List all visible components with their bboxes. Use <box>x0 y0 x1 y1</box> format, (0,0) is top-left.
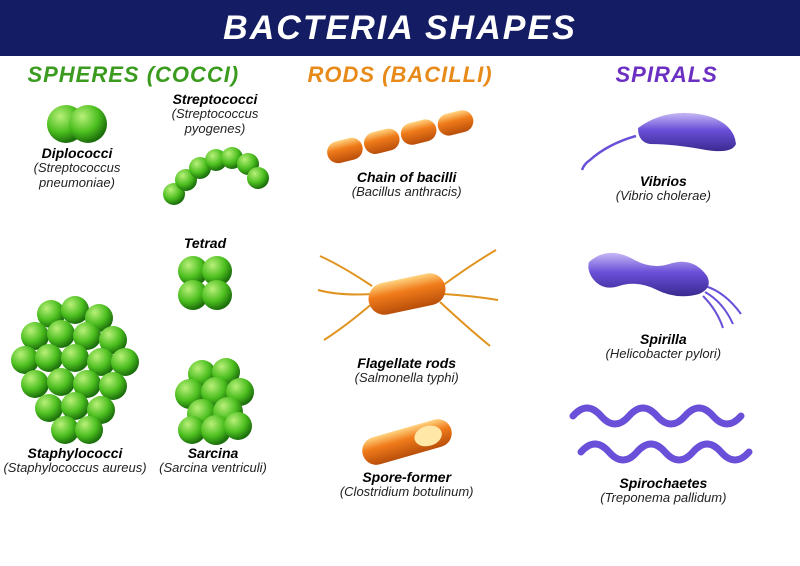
column-title-bacilli: RODS (BACILLI) <box>271 62 530 88</box>
flagellate-species: (Salmonella typhi) <box>355 371 459 385</box>
column-title-spirals: SPIRALS <box>537 62 796 88</box>
page-title: BACTERIA SHAPES <box>223 9 577 48</box>
streptococci-illustration <box>160 136 270 208</box>
staphylococci-illustration <box>5 296 145 446</box>
vibrios-illustration <box>578 100 748 174</box>
spirilla-species: (Helicobacter pylori) <box>606 347 722 361</box>
spore-illustration <box>347 414 467 470</box>
spirochaetes-name: Spirochaetes <box>619 476 707 491</box>
vibrios-name: Vibrios <box>640 174 687 189</box>
item-diplococci: Diplococci (Streptococcus pneumoniae) <box>12 100 142 190</box>
item-tetrad: Tetrad <box>150 236 260 315</box>
item-spirochaetes: Spirochaetes (Treponema pallidum) <box>553 396 773 506</box>
sarcina-species: (Sarcina ventriculi) <box>159 461 267 475</box>
item-chain-bacilli: Chain of bacilli (Bacillus anthracis) <box>307 100 507 200</box>
diplococci-species: (Streptococcus pneumoniae) <box>12 161 142 190</box>
diplococci-name: Diplococci <box>42 146 113 161</box>
tetrad-illustration <box>173 251 237 315</box>
item-vibrios: Vibrios (Vibrio cholerae) <box>563 100 763 204</box>
column-bacilli: RODS (BACILLI) Chain of bacilli (Bacillu… <box>267 56 534 566</box>
chain-bacilli-species: (Bacillus anthracis) <box>352 185 462 199</box>
item-flagellate: Flagellate rods (Salmonella typhi) <box>307 236 507 386</box>
flagellate-name: Flagellate rods <box>357 356 456 371</box>
diplococci-illustration <box>42 100 112 146</box>
streptococci-name: Streptococci <box>173 92 258 107</box>
header-bar: BACTERIA SHAPES <box>0 0 800 56</box>
column-cocci: SPHERES (COCCI) Diplococci (Streptococcu… <box>0 56 267 566</box>
item-sarcina: Sarcina (Sarcina ventriculi) <box>158 356 268 476</box>
item-spirilla: Spirilla (Helicobacter pylori) <box>563 242 763 362</box>
spore-species: (Clostridium botulinum) <box>340 485 474 499</box>
flagellate-illustration <box>312 236 502 356</box>
sarcina-illustration <box>170 356 256 446</box>
tetrad-name: Tetrad <box>184 236 226 251</box>
column-title-cocci: SPHERES (COCCI) <box>4 62 263 88</box>
spirochaetes-species: (Treponema pallidum) <box>600 491 726 505</box>
vibrios-species: (Vibrio cholerae) <box>616 189 711 203</box>
chain-bacilli-name: Chain of bacilli <box>357 170 457 185</box>
spirochaetes-illustration <box>563 396 763 476</box>
staphylococci-species: (Staphylococcus aureus) <box>3 461 146 475</box>
spore-name: Spore-former <box>362 470 451 485</box>
spirilla-name: Spirilla <box>640 332 687 347</box>
staphylococci-name: Staphylococci <box>28 446 123 461</box>
spirilla-illustration <box>573 242 753 332</box>
chain-bacilli-illustration <box>317 100 497 170</box>
item-spore: Spore-former (Clostridium botulinum) <box>317 414 497 500</box>
item-staphylococci: Staphylococci (Staphylococcus aureus) <box>0 296 150 476</box>
content-columns: SPHERES (COCCI) Diplococci (Streptococcu… <box>0 56 800 566</box>
column-spirals: SPIRALS Vibrios (Vibrio cholerae) <box>533 56 800 566</box>
sarcina-name: Sarcina <box>188 446 239 461</box>
